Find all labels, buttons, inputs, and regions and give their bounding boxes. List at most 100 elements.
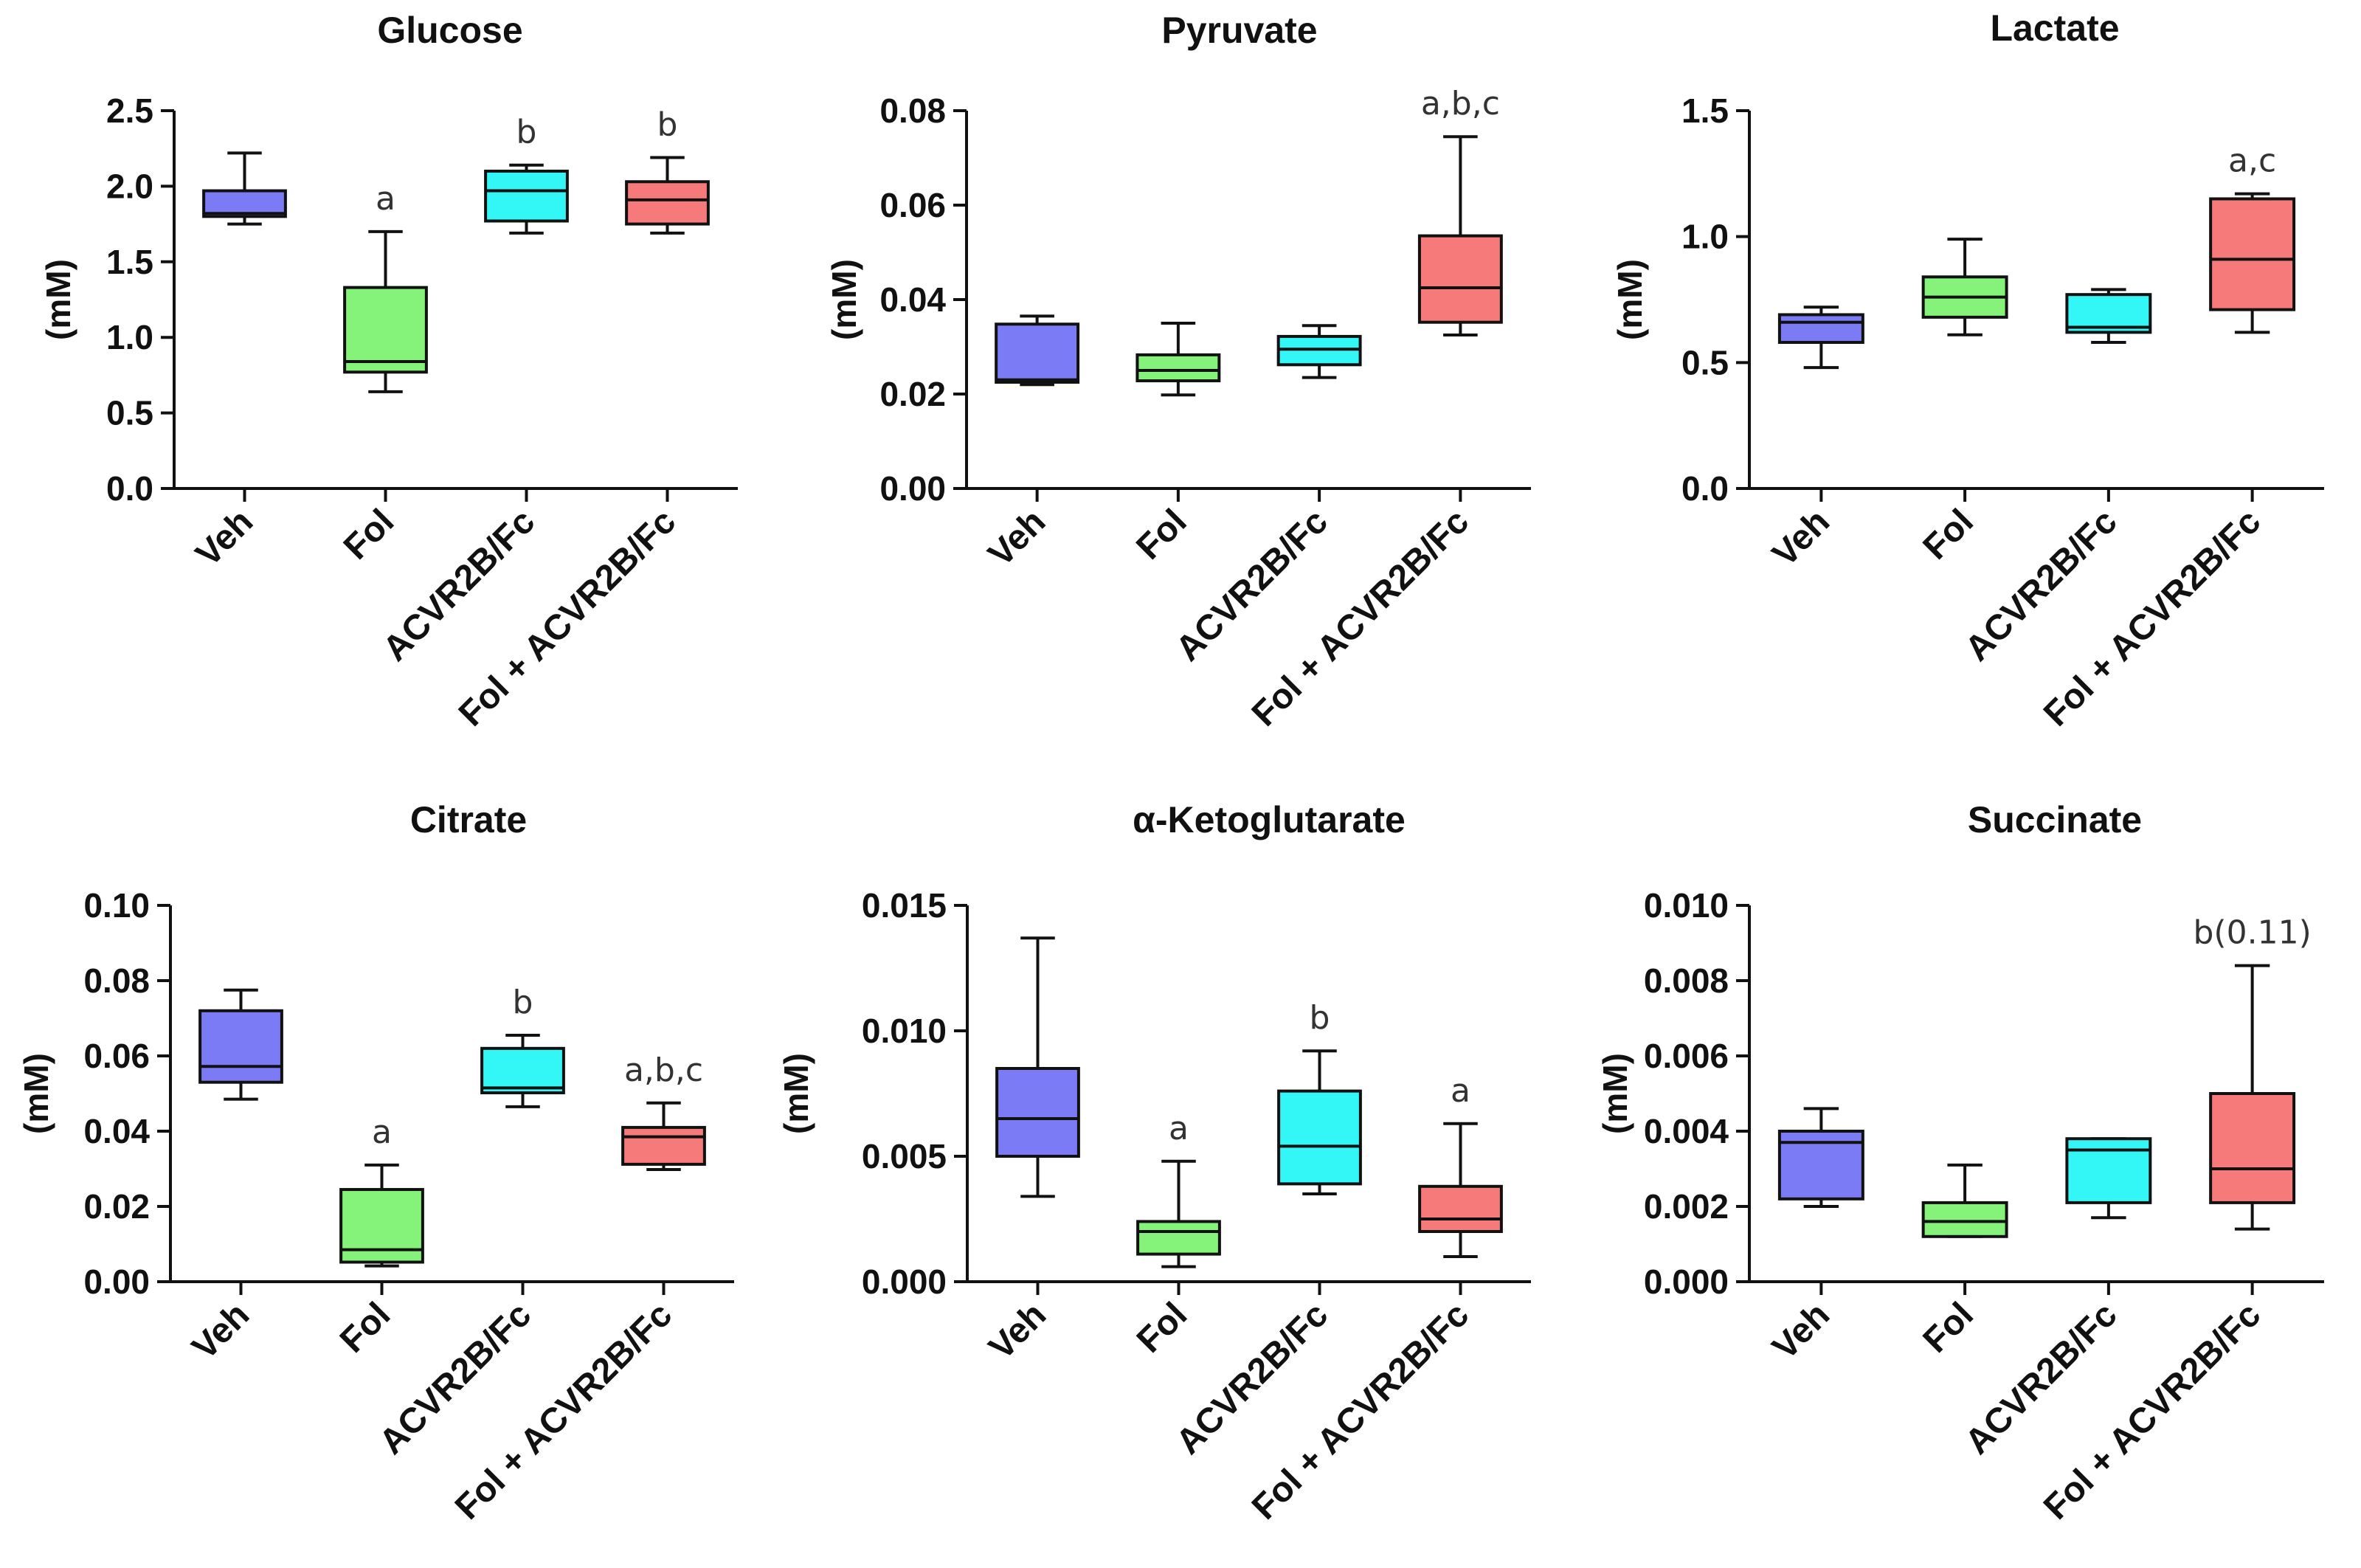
y-tick-label: 0.06	[879, 186, 946, 224]
panel-glucose: Glucose 0.0 0.5 1.0 1.5 2.0 2.5 (mM) Veh a FolbACV…	[39, 10, 738, 734]
box-fol: Fol	[1916, 238, 2008, 567]
y-tick-label: 1.0	[1681, 218, 1729, 256]
iqr-box	[2065, 1137, 2152, 1204]
box-fol: Fol	[1129, 322, 1221, 567]
y-axis-label: (mM)	[1596, 1053, 1634, 1134]
y-tick-label: 0.006	[1644, 1037, 1729, 1075]
x-tick-label: Fol	[1130, 1295, 1195, 1360]
y-tick-label: 0.06	[83, 1037, 150, 1075]
iqr-box	[1777, 313, 1864, 345]
y-axis-label: (mM)	[777, 1053, 815, 1134]
y-tick-label: 0.010	[1644, 886, 1729, 925]
y-tick-label: 0.005	[862, 1137, 947, 1175]
y-tick-label: 0.0	[106, 469, 153, 508]
iqr-box	[339, 1188, 424, 1264]
box-veh: Veh	[981, 314, 1080, 574]
x-tick-label: Fol	[336, 502, 401, 567]
iqr-box	[1921, 1201, 2008, 1238]
y-tick-label: 0.0	[1681, 469, 1729, 508]
x-tick-label: Fol	[1916, 502, 1981, 567]
iqr-box	[480, 1046, 565, 1094]
iqr-box	[1277, 1089, 1362, 1186]
y-tick-label: 0.008	[1644, 961, 1729, 1000]
iqr-box	[484, 169, 569, 223]
iqr-box	[625, 180, 710, 226]
x-tick-label: Veh	[188, 502, 260, 574]
panel-title: Pyruvate	[1161, 10, 1317, 51]
significance-label: a,b,c	[624, 1051, 703, 1089]
y-tick-label: 0.02	[879, 375, 946, 413]
y-tick-label: 0.04	[83, 1112, 150, 1150]
iqr-box	[995, 322, 1080, 384]
x-tick-label: Veh	[1765, 502, 1837, 574]
x-tick-label: Veh	[184, 1295, 257, 1367]
x-tick-label: Veh	[1765, 1295, 1837, 1367]
y-tick-label: 0.010	[862, 1012, 947, 1050]
box-acvr2b-fc: ACVR2B/Fc	[1958, 288, 2152, 669]
iqr-box	[995, 1067, 1080, 1158]
y-axis-label: (mM)	[1611, 259, 1649, 340]
x-tick-label: Veh	[981, 1295, 1054, 1367]
x-tick-label: Fol	[1129, 502, 1194, 567]
significance-label: a,b,c	[1421, 85, 1500, 122]
box-fol: a Fol	[336, 180, 428, 567]
significance-label: a	[376, 180, 395, 218]
box-veh: Veh	[184, 988, 283, 1367]
box-fol-acvr2b-fc: b(0.11)Fol + ACVR2B/Fc	[2036, 914, 2312, 1527]
iqr-box	[1136, 1220, 1221, 1256]
y-tick-label: 0.000	[862, 1263, 947, 1301]
panel-succinate: Succinate 0.000 0.002 0.004 0.006 0.008 0.010 (…	[1596, 799, 2324, 1527]
panel-title: Succinate	[1968, 799, 2142, 840]
significance-label: b	[657, 106, 678, 143]
significance-label: a	[1169, 1110, 1189, 1147]
y-tick-label: 0.08	[83, 961, 150, 1000]
significance-label: a,c	[2228, 142, 2276, 180]
iqr-box	[343, 286, 428, 374]
y-tick-label: 2.0	[106, 167, 153, 205]
iqr-box	[621, 1125, 706, 1166]
y-tick-label: 0.5	[106, 394, 153, 432]
y-axis-label: (mM)	[17, 1053, 55, 1134]
panel-ketoglutarate: α-Ketoglutarate 0.000 0.005 0.010 0.015 (mM) V…	[777, 799, 1531, 1527]
y-axis-label: (mM)	[825, 259, 863, 340]
x-tick-label: Fol	[1916, 1295, 1981, 1360]
iqr-box	[2209, 197, 2296, 311]
box-veh: Veh	[981, 936, 1080, 1367]
y-tick-label: 0.00	[879, 469, 946, 508]
significance-label: b	[513, 984, 533, 1021]
y-tick-label: 0.002	[1644, 1187, 1729, 1226]
panel-title: Glucose	[377, 10, 522, 51]
y-tick-label: 0.10	[83, 886, 150, 925]
panel-title: Lactate	[1990, 7, 2119, 49]
iqr-box	[1418, 1184, 1503, 1234]
significance-label: a	[1451, 1072, 1470, 1110]
significance-label: a	[372, 1113, 392, 1151]
panel-citrate: Citrate 0.00 0.02 0.04 0.06 0.08 0.10 (mM) Veh a F…	[17, 799, 734, 1527]
y-tick-label: 0.08	[879, 91, 946, 130]
y-tick-label: 1.5	[106, 243, 153, 281]
iqr-box	[2209, 1092, 2296, 1204]
box-fol: a Fol	[1130, 1110, 1221, 1361]
y-tick-label: 0.02	[83, 1187, 150, 1226]
significance-label: b	[516, 114, 537, 151]
y-tick-label: 1.0	[106, 318, 153, 356]
x-tick-label: Fol	[333, 1295, 398, 1360]
y-tick-label: 0.04	[879, 280, 946, 319]
y-tick-label: 1.5	[1681, 91, 1729, 130]
iqr-box	[1417, 234, 1503, 324]
y-tick-label: 2.5	[106, 91, 153, 130]
y-tick-label: 0.5	[1681, 343, 1729, 381]
iqr-box	[198, 1009, 283, 1084]
y-tick-label: 0.004	[1644, 1112, 1729, 1150]
y-tick-label: 0.00	[83, 1263, 150, 1301]
box-veh: Veh	[1765, 305, 1864, 574]
box-fol: a Fol	[333, 1113, 424, 1361]
y-tick-label: 0.000	[1644, 1263, 1729, 1301]
x-tick-label: Veh	[981, 502, 1054, 574]
significance-label: b	[1310, 999, 1330, 1037]
